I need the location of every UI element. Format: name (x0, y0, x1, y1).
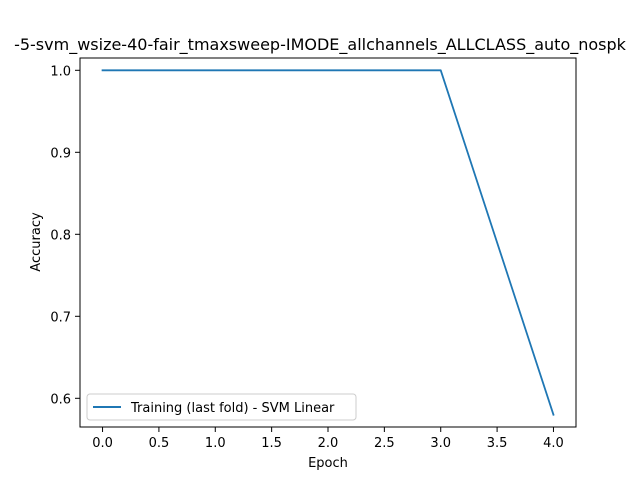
x-tick-label: 3.5 (487, 436, 508, 451)
y-tick-label: 0.9 (50, 146, 71, 161)
y-axis-label: Accuracy (29, 212, 44, 272)
y-tick-label: 0.8 (50, 228, 71, 243)
legend-entry: Training (last fold) - SVM Linear (130, 401, 335, 416)
x-tick-label: 4.0 (543, 436, 564, 451)
x-axis-label: Epoch (308, 456, 348, 471)
plot-series (101, 69, 555, 416)
y-tick-label: 0.7 (50, 310, 71, 325)
x-tick-label: 1.0 (205, 436, 226, 451)
x-tick-label: 2.5 (374, 436, 395, 451)
y-tick-label: 0.6 (50, 392, 71, 407)
x-tick-label: 1.5 (261, 436, 282, 451)
x-tick-label: 3.0 (430, 436, 451, 451)
legend: Training (last fold) - SVM Linear (86, 393, 357, 421)
chart-title: -5-svm_wsize-40-fair_tmaxsweep-IMODE_all… (14, 35, 627, 55)
x-tick-label: 0.5 (149, 436, 170, 451)
x-axis-ticks: 0.0 0.5 1.0 1.5 2.0 2.5 3.0 3.5 4.0 (92, 427, 564, 451)
x-tick-label: 0.0 (92, 436, 113, 451)
y-axis-ticks: 0.6 0.7 0.8 0.9 1.0 (50, 64, 80, 407)
x-tick-label: 2.0 (318, 436, 339, 451)
legend-box (86, 393, 357, 421)
series-line (101, 69, 555, 416)
y-tick-label: 1.0 (50, 64, 71, 79)
axes-frame (79, 57, 577, 428)
